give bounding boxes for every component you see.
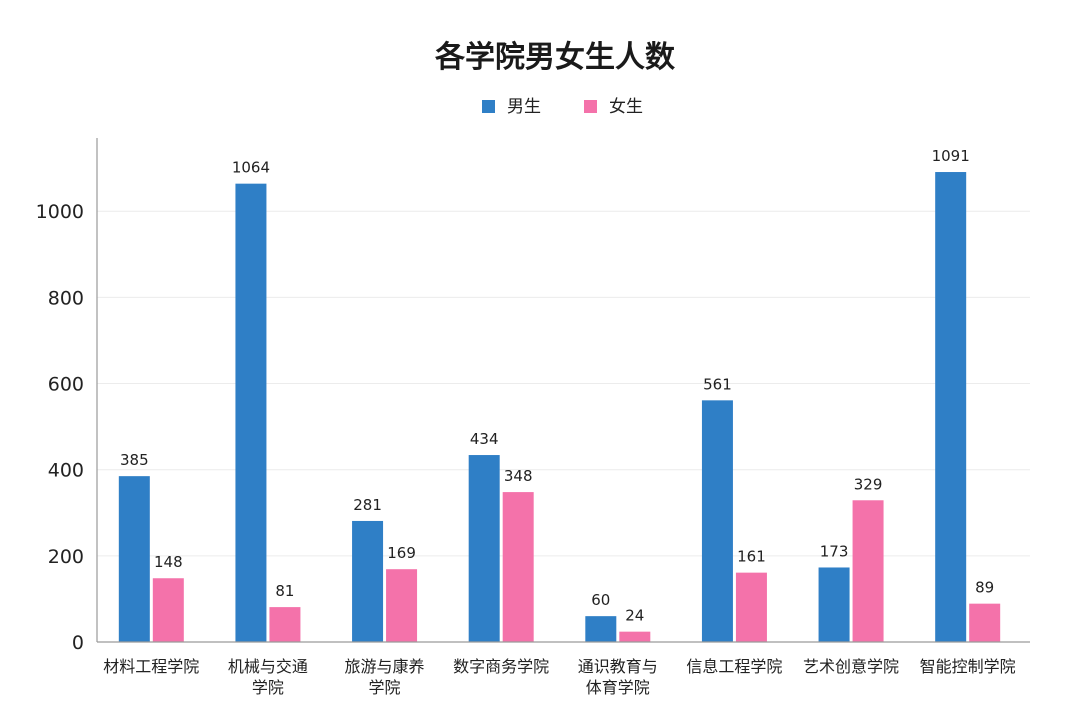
x-tick-label: 信息工程学院 — [686, 657, 782, 676]
y-axis: 0 200 400 600 800 1000 — [36, 138, 98, 654]
data-label: 169 — [387, 544, 416, 562]
chart-title: 各学院男女生人数 — [434, 40, 676, 75]
bar-male-6 — [818, 567, 850, 642]
y-tick-label: 1000 — [36, 201, 84, 223]
bar-female-5 — [735, 572, 767, 642]
data-label: 148 — [154, 553, 183, 571]
x-tick-label-line: 通识教育与 — [578, 657, 658, 676]
x-tick-label-line: 体育学院 — [586, 678, 650, 697]
bar-female-7 — [969, 603, 1001, 642]
bar-male-3 — [468, 455, 500, 642]
x-tick-label: 机械与交通学院 — [228, 657, 308, 697]
x-tick-label-line: 材料工程学院 — [103, 657, 199, 676]
legend: 男生 女生 — [482, 97, 643, 117]
x-tick-label: 通识教育与体育学院 — [578, 657, 658, 697]
x-tick-label-line: 学院 — [369, 678, 401, 697]
data-label: 24 — [625, 607, 644, 625]
y-tick-label: 400 — [48, 460, 84, 482]
bar-male-0 — [118, 476, 150, 642]
y-tick-label: 800 — [48, 287, 84, 309]
data-label: 434 — [470, 430, 499, 448]
data-label: 1064 — [232, 159, 270, 177]
data-label: 561 — [703, 375, 732, 393]
bar-male-2 — [352, 520, 384, 642]
bar-female-6 — [852, 500, 884, 642]
data-label: 281 — [353, 496, 382, 514]
bar-male-4 — [585, 616, 617, 642]
legend-label-1: 女生 — [609, 97, 643, 117]
y-tick-label: 200 — [48, 546, 84, 568]
bar-female-2 — [386, 569, 418, 642]
x-tick-label: 旅游与康养学院 — [345, 657, 425, 697]
bar-male-5 — [701, 400, 733, 642]
data-label: 161 — [737, 548, 766, 566]
data-labels: 385 148 1064 81 281 169 434 348 60 24 561 161 173 329… — [120, 147, 994, 625]
legend-swatch-0 — [482, 100, 495, 113]
legend-swatch-1 — [584, 100, 597, 113]
x-tick-label: 艺术创意学院 — [803, 657, 899, 676]
y-tick-label: 0 — [72, 632, 84, 654]
bar-female-0 — [152, 578, 184, 642]
x-tick-label-line: 数字商务学院 — [453, 657, 549, 676]
x-tick-label-line: 旅游与康养 — [345, 657, 425, 676]
data-label: 60 — [591, 591, 610, 609]
bar-male-1 — [235, 183, 267, 642]
bars — [118, 172, 1001, 642]
data-label: 1091 — [932, 147, 970, 165]
x-tick-label-line: 智能控制学院 — [920, 657, 1016, 676]
x-tick-label: 智能控制学院 — [920, 657, 1016, 676]
x-tick-label-line: 艺术创意学院 — [803, 657, 899, 676]
data-label: 173 — [820, 542, 849, 560]
data-label: 89 — [975, 579, 994, 597]
bar-female-4 — [619, 631, 651, 642]
x-tick-label: 材料工程学院 — [103, 657, 199, 676]
x-tick-label: 数字商务学院 — [453, 657, 549, 676]
bar-female-1 — [269, 607, 301, 642]
x-tick-label-line: 机械与交通 — [228, 657, 308, 676]
y-tick-label: 600 — [48, 374, 84, 396]
data-label: 329 — [854, 475, 883, 493]
x-tick-label-line: 学院 — [252, 678, 284, 697]
data-label: 385 — [120, 451, 149, 469]
data-label: 81 — [275, 582, 294, 600]
data-label: 348 — [504, 467, 533, 485]
bar-male-7 — [935, 172, 967, 642]
bar-female-3 — [502, 492, 534, 642]
x-tick-label-line: 信息工程学院 — [686, 657, 782, 676]
legend-label-0: 男生 — [507, 97, 541, 117]
